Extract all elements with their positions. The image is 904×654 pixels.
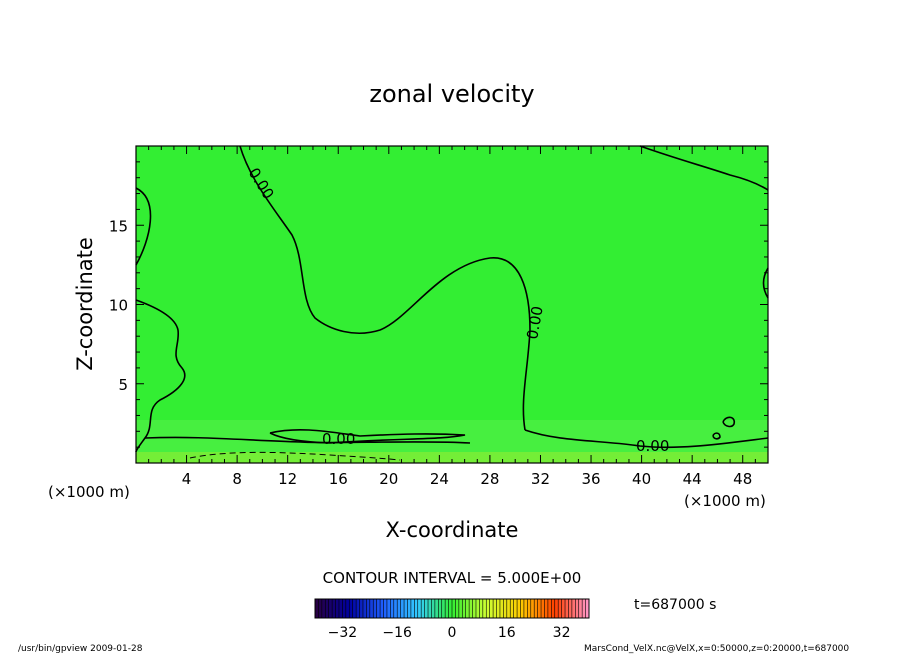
contour-line-negative-dashed bbox=[189, 451, 401, 461]
x-tick-label: 44 bbox=[683, 470, 702, 488]
x-axis-label: X-coordinate bbox=[386, 518, 519, 542]
x-tick-label: 40 bbox=[632, 470, 651, 488]
contour-line-right-top bbox=[639, 145, 769, 191]
y-axis-label: Z-coordinate bbox=[73, 237, 97, 371]
y-tick-label: 10 bbox=[109, 297, 128, 315]
y-axis: 5 10 15 bbox=[109, 161, 768, 448]
x-tick-label: 12 bbox=[278, 470, 297, 488]
plot-bottom-band bbox=[136, 452, 768, 463]
time-text: t=687000 s bbox=[634, 597, 716, 613]
x-tick-label: 16 bbox=[329, 470, 348, 488]
x-tick-label: 32 bbox=[531, 470, 550, 488]
footer-right: MarsCond_VelX.nc@VelX,x=0:50000,z=0:2000… bbox=[584, 644, 849, 654]
contour-line-island-2 bbox=[712, 432, 721, 440]
contour-line-bottom-left bbox=[144, 436, 471, 444]
x-axis: 4 8 12 16 20 24 28 32 36 40 44 48 bbox=[148, 146, 756, 488]
x-tick-label: 20 bbox=[379, 470, 398, 488]
contour-label-4: 0.00 bbox=[636, 437, 669, 455]
plot-area bbox=[136, 146, 768, 463]
contour-line-right-upper bbox=[762, 267, 769, 299]
chart-title: zonal velocity bbox=[369, 80, 534, 108]
x-tick-label: 36 bbox=[581, 470, 600, 488]
contour-line-island-1 bbox=[722, 416, 736, 428]
x-unit-right: (×1000 m) bbox=[684, 492, 766, 510]
contour-lines bbox=[135, 145, 769, 453]
colorbar-tick-label: 16 bbox=[498, 625, 516, 641]
contour-line-left-upper bbox=[135, 187, 152, 266]
contour-label-2: 0.00 bbox=[523, 305, 547, 341]
contour-interval-text: CONTOUR INTERVAL = 5.000E+00 bbox=[323, 569, 582, 587]
colorbar-tick-label: −32 bbox=[328, 625, 358, 641]
x-unit-left: (×1000 m) bbox=[48, 483, 130, 501]
colorbar-tick-label: 32 bbox=[553, 625, 571, 641]
contour-line-left-lower bbox=[135, 299, 186, 453]
colorbar bbox=[315, 599, 589, 618]
x-tick-label: 4 bbox=[182, 470, 192, 488]
x-tick-label: 8 bbox=[232, 470, 242, 488]
colorbar-tick-label: −16 bbox=[382, 625, 412, 641]
footer-left: /usr/bin/gpview 2009-01-28 bbox=[18, 644, 143, 654]
x-tick-label: 28 bbox=[480, 470, 499, 488]
contour-line-upper bbox=[239, 145, 531, 431]
x-tick-label: 48 bbox=[733, 470, 752, 488]
colorbar-tick-label: 0 bbox=[448, 625, 457, 641]
contour-line-bottom-right bbox=[524, 429, 769, 449]
x-tick-label: 24 bbox=[430, 470, 449, 488]
colorbar-ticks: −32 −16 0 16 32 bbox=[328, 625, 571, 641]
contour-label-3: 0.00 bbox=[322, 430, 355, 448]
y-tick-label: 5 bbox=[118, 376, 128, 394]
colorbar-frame bbox=[314, 598, 590, 619]
y-tick-label: 15 bbox=[109, 217, 128, 235]
